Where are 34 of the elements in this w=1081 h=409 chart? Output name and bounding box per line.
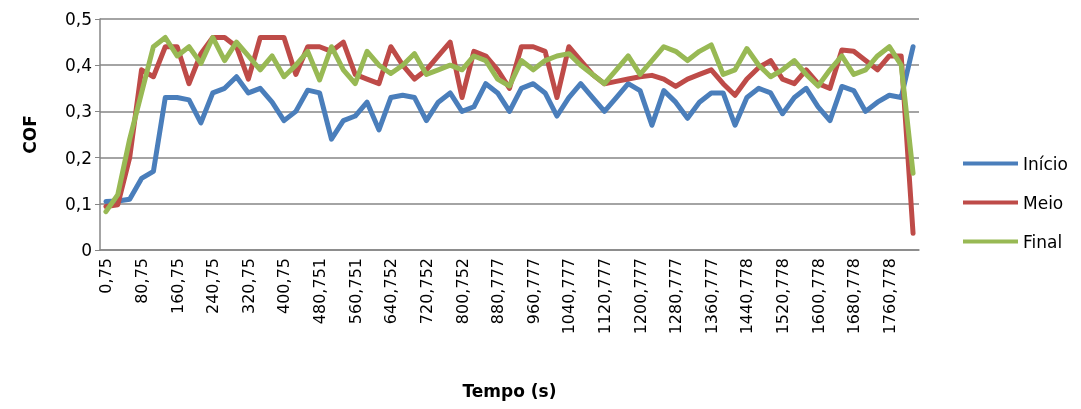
x-tick-label: 400,75 [274, 258, 294, 314]
x-tick-label: 1120,777 [594, 258, 614, 335]
x-tick-label: 1360,777 [701, 258, 721, 335]
y-tick-label: 0 [81, 240, 92, 260]
x-tick-label: 1600,778 [808, 258, 828, 335]
y-axis-title: COF [19, 115, 40, 154]
x-tick-label: 560,751 [345, 258, 365, 325]
x-tick-label: 880,777 [488, 258, 508, 325]
x-axis-title: Tempo (s) [462, 380, 557, 401]
x-tick-label: 1680,778 [844, 258, 864, 335]
y-tick-label: 0,5 [64, 9, 92, 29]
x-tick-label: 1200,777 [630, 258, 650, 335]
legend-label: Meio [1023, 192, 1064, 213]
legend-label: Final [1023, 231, 1063, 252]
x-tick-label: 480,751 [310, 258, 330, 325]
x-tick-label: 240,75 [203, 258, 223, 314]
y-tick-label: 0,3 [64, 101, 92, 122]
x-tick-label: 1440,778 [737, 258, 757, 335]
x-tick-label: 320,75 [238, 258, 258, 314]
x-tick-label: 720,752 [416, 258, 436, 325]
x-tick-label: 1760,778 [879, 258, 899, 335]
x-tick-label: 160,75 [167, 258, 187, 314]
x-tick-label: 1040,777 [559, 258, 579, 335]
x-tick-label: 800,752 [452, 258, 472, 325]
x-tick-label: 640,752 [381, 258, 401, 325]
x-tick-label: 0,75 [96, 258, 116, 294]
x-tick-label: 1280,777 [666, 258, 686, 335]
x-tick-label: 960,777 [523, 258, 543, 325]
legend-label: Início [1023, 153, 1068, 174]
x-tick-label: 1520,778 [773, 258, 792, 335]
y-tick-label: 0,2 [64, 147, 92, 168]
y-tick-label: 0,4 [64, 55, 92, 76]
y-tick-label: 0,1 [64, 193, 92, 214]
x-tick-label: 80,75 [132, 258, 152, 304]
